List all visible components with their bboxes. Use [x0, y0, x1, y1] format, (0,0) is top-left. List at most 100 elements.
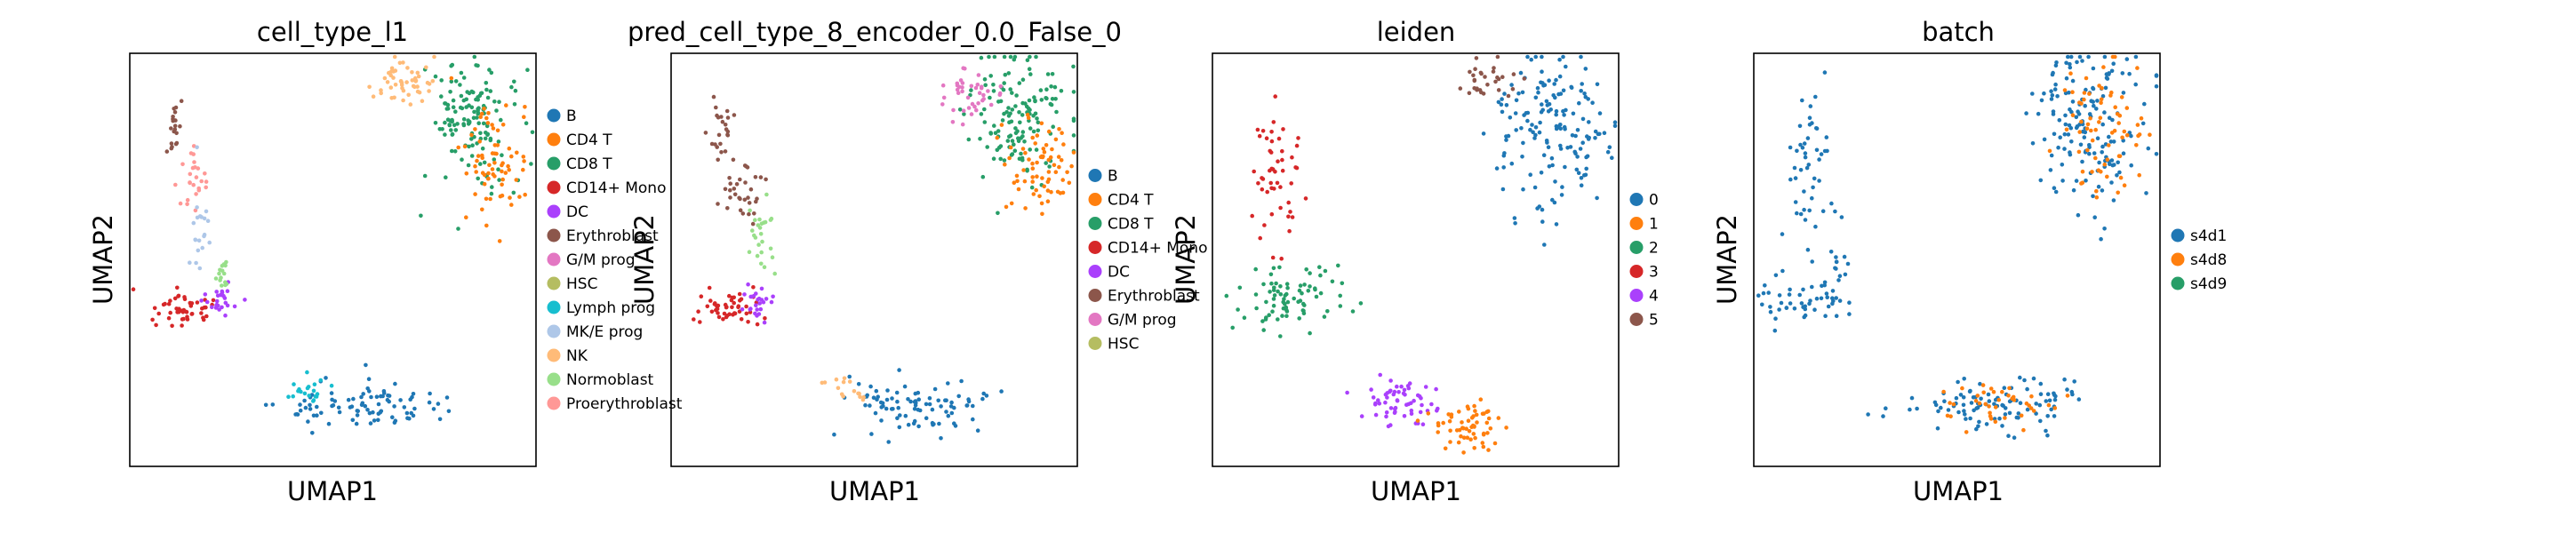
scatter-point	[1023, 206, 1028, 211]
scatter-point	[1793, 176, 1798, 180]
scatter-point	[1564, 64, 1568, 69]
scatter-point	[492, 161, 497, 165]
scatter-point	[188, 260, 192, 266]
legend-label: 0	[1649, 192, 1659, 210]
legend-label: CD4 T	[566, 131, 612, 149]
scatter-point	[1530, 123, 1534, 127]
scatter-point	[1780, 268, 1785, 274]
scatter-point	[1576, 171, 1581, 175]
scatter-point	[1518, 70, 1524, 76]
scatter-point	[412, 406, 417, 411]
scatter-point	[464, 97, 468, 102]
scatter-point	[1302, 303, 1307, 307]
scatter-point	[946, 381, 950, 386]
scatter-point	[1761, 290, 1766, 296]
scatter-point	[2007, 386, 2012, 391]
scatter-point	[1015, 129, 1020, 133]
scatter-point	[762, 320, 767, 325]
scatter-point	[1553, 179, 1557, 184]
scatter-point	[1420, 422, 1426, 427]
scatter-point	[191, 220, 196, 226]
scatter-point	[1822, 280, 1828, 285]
scatter-point	[1797, 292, 1802, 298]
scatter-point	[1484, 420, 1490, 426]
scatter-point	[2092, 103, 2096, 108]
scatter-point	[1988, 417, 1994, 421]
scatter-point	[385, 80, 390, 84]
scatter-point	[2034, 411, 2038, 416]
scatter-point	[1017, 81, 1022, 85]
scatter-point	[1553, 95, 1557, 100]
scatter-point	[1467, 91, 1472, 96]
scatter-point	[1269, 211, 1275, 217]
scatter-point	[1983, 402, 1988, 407]
scatter-point	[195, 205, 199, 210]
scatter-point	[995, 147, 1000, 153]
scatter-point	[479, 91, 484, 96]
scatter-point	[981, 92, 986, 98]
scatter-point	[2096, 184, 2101, 189]
scatter-point	[486, 111, 491, 115]
scatter-point	[1997, 416, 2002, 421]
scatter-point	[2082, 97, 2086, 102]
scatter-point	[1257, 133, 1262, 139]
scatter-point	[2110, 117, 2115, 123]
scatter-point	[1969, 401, 1974, 405]
scatter-point	[1540, 102, 1544, 107]
scatter-point	[484, 223, 489, 228]
scatter-point	[1834, 255, 1838, 259]
scatter-point	[758, 175, 764, 179]
scatter-point	[2094, 107, 2099, 111]
scatter-point	[337, 410, 342, 415]
scatter-point	[753, 218, 757, 222]
scatter-point	[292, 382, 296, 386]
scatter-point	[513, 88, 518, 93]
scatter-point	[836, 386, 841, 391]
scatter-point	[2109, 180, 2114, 185]
x-axis-label: UMAP1	[1371, 476, 1461, 506]
scatter-point	[997, 92, 1003, 97]
scatter-point	[1570, 133, 1575, 138]
scatter-point	[1993, 397, 1998, 402]
scatter-point	[1521, 187, 1525, 192]
scatter-point	[466, 163, 471, 168]
scatter-point	[1474, 412, 1479, 418]
scatter-point	[869, 432, 874, 436]
scatter-point	[1792, 306, 1797, 311]
scatter-point	[1388, 378, 1393, 383]
scatter-point	[1562, 113, 1566, 117]
scatter-point	[1834, 259, 1839, 265]
scatter-point	[1793, 200, 1798, 204]
scatter-point	[156, 311, 161, 316]
scatter-point	[2012, 435, 2017, 441]
scatter-point	[1033, 141, 1037, 146]
scatter-point	[2064, 60, 2068, 66]
scatter-point	[2136, 133, 2140, 139]
scatter-point	[200, 245, 204, 251]
scatter-point	[2102, 226, 2107, 231]
scatter-point	[204, 179, 209, 184]
scatter-point	[1296, 136, 1300, 140]
scatter-point	[1046, 177, 1052, 182]
scatter-point	[411, 413, 416, 418]
scatter-point	[969, 84, 974, 89]
scatter-point	[371, 410, 375, 415]
scatter-point	[2101, 65, 2106, 69]
scatter-point	[1447, 418, 1452, 424]
scatter-point	[1044, 87, 1049, 91]
scatter-point	[1579, 176, 1584, 180]
scatter-point	[719, 115, 724, 119]
legend-marker	[1629, 289, 1644, 302]
scatter-point	[2094, 195, 2100, 200]
scatter-point	[1260, 187, 1265, 192]
scatter-point	[433, 74, 438, 79]
scatter-point	[473, 127, 477, 131]
scatter-point	[1763, 283, 1767, 288]
scatter-point	[2052, 186, 2057, 190]
scatter-point	[1801, 305, 1805, 310]
scatter-point	[1779, 300, 1784, 306]
scatter-point	[916, 424, 921, 429]
scatter-point	[865, 393, 869, 398]
scatter-point	[995, 135, 1000, 140]
